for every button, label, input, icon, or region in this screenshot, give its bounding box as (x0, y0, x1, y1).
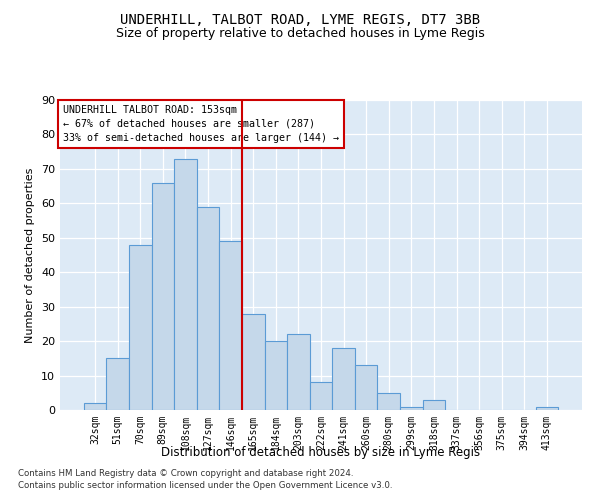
Bar (287, 334, 310, 410)
Bar (536, 406, 558, 410)
Y-axis label: Number of detached properties: Number of detached properties (25, 168, 35, 342)
Text: Contains public sector information licensed under the Open Government Licence v3: Contains public sector information licen… (18, 481, 392, 490)
Text: Contains HM Land Registry data © Crown copyright and database right 2024.: Contains HM Land Registry data © Crown c… (18, 468, 353, 477)
Bar (377, 393, 400, 410)
Text: Size of property relative to detached houses in Lyme Regis: Size of property relative to detached ho… (116, 28, 484, 40)
Text: UNDERHILL TALBOT ROAD: 153sqm
← 67% of detached houses are smaller (287)
33% of : UNDERHILL TALBOT ROAD: 153sqm ← 67% of d… (62, 104, 338, 142)
Bar (220, 241, 242, 410)
Bar (129, 244, 152, 410)
Bar (84, 403, 106, 410)
Bar (310, 382, 332, 410)
Bar (174, 158, 197, 410)
Bar (332, 348, 355, 410)
Bar (400, 406, 422, 410)
Bar (422, 400, 445, 410)
Bar (197, 207, 220, 410)
Bar (152, 182, 174, 410)
Bar (106, 358, 129, 410)
Bar (265, 341, 287, 410)
Text: Distribution of detached houses by size in Lyme Regis: Distribution of detached houses by size … (161, 446, 481, 459)
Bar (242, 314, 265, 410)
Bar (355, 365, 377, 410)
Text: UNDERHILL, TALBOT ROAD, LYME REGIS, DT7 3BB: UNDERHILL, TALBOT ROAD, LYME REGIS, DT7 … (120, 12, 480, 26)
